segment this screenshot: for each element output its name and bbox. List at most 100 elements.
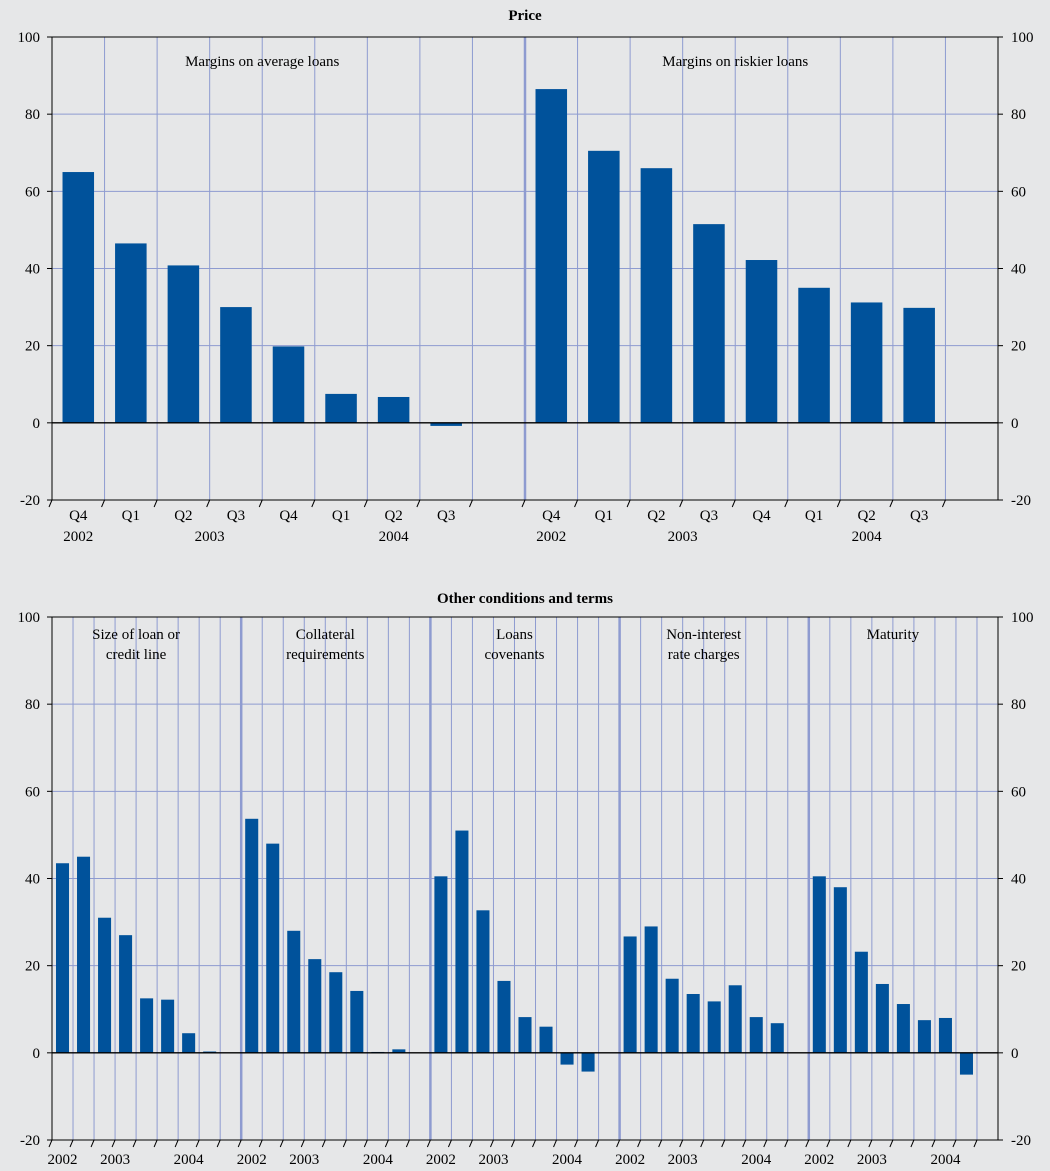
x-tick-mark [153, 499, 158, 508]
x-tick-mark [637, 1139, 642, 1148]
x-tick-mark [868, 1139, 873, 1148]
x-tick-mark [468, 499, 473, 508]
x-category-label: Q4 [279, 508, 298, 524]
panel-label: Loans [496, 627, 533, 643]
x-tick-mark [511, 1139, 515, 1148]
x-year-label: 2004 [552, 1152, 583, 1168]
x-year-label: 2004 [741, 1152, 772, 1168]
bar [644, 926, 658, 1053]
bar [161, 999, 175, 1053]
x-tick-mark [174, 1139, 179, 1148]
x-tick-mark [784, 499, 789, 508]
x-tick-mark [532, 1139, 536, 1148]
x-tick-mark [426, 1139, 431, 1148]
bar [140, 998, 154, 1053]
bar [392, 1049, 406, 1053]
x-tick-mark [132, 1139, 137, 1148]
panel-label: Size of loan or [92, 627, 180, 643]
x-tick-mark [742, 1139, 747, 1148]
x-year-label: 2002 [615, 1152, 645, 1168]
y-tick-label-right: -20 [1011, 1133, 1031, 1149]
x-category-label: Q4 [752, 508, 771, 524]
bar [875, 983, 889, 1053]
x-year-label: 2002 [536, 529, 566, 545]
x-category-label: Q2 [857, 508, 875, 524]
y-tick-label-left: 20 [25, 339, 40, 355]
x-tick-mark [416, 499, 421, 508]
x-tick-mark [279, 1139, 284, 1148]
bar [430, 422, 462, 426]
panel-label: Maturity [867, 627, 920, 643]
bar [581, 1052, 595, 1072]
x-category-label: Q4 [542, 508, 561, 524]
x-year-label: 2003 [668, 1152, 698, 1168]
x-tick-mark [363, 1139, 368, 1148]
x-tick-mark [889, 1139, 894, 1148]
x-year-label: 2002 [63, 529, 93, 545]
bar [203, 1051, 217, 1053]
x-tick-mark [111, 1139, 116, 1148]
bar [728, 985, 742, 1053]
y-tick-label-left: 80 [25, 697, 40, 713]
x-year-label: 2003 [289, 1152, 319, 1168]
bar [896, 1004, 910, 1053]
x-tick-mark [300, 1139, 305, 1148]
y-tick-label-right: 40 [1011, 262, 1026, 278]
x-category-label: Q2 [384, 508, 402, 524]
x-tick-mark [721, 1139, 726, 1148]
bar [245, 818, 259, 1053]
x-tick-mark [941, 499, 946, 508]
x-tick-mark [731, 499, 736, 508]
y-tick-label-right: 80 [1011, 697, 1026, 713]
bar [693, 224, 725, 423]
y-tick-label-right: 80 [1011, 107, 1026, 123]
bar [329, 972, 343, 1053]
x-year-label: 2002 [804, 1152, 834, 1168]
bar [98, 917, 112, 1053]
x-tick-mark [90, 1139, 95, 1148]
y-tick-label-right: 0 [1011, 416, 1019, 432]
bar [167, 265, 200, 423]
x-tick-mark [952, 1139, 957, 1148]
bar [665, 978, 679, 1053]
x-tick-mark [521, 499, 526, 508]
bar [798, 287, 830, 423]
bar [182, 1033, 196, 1053]
x-category-label: Q3 [700, 508, 718, 524]
y-tick-label-right: 100 [1011, 30, 1034, 46]
bar [749, 1017, 763, 1053]
x-year-label: 2002 [237, 1152, 267, 1168]
x-tick-mark [384, 1139, 389, 1148]
x-category-label: Q4 [69, 508, 88, 524]
x-category-label: Q1 [332, 508, 350, 524]
x-tick-mark [973, 1139, 978, 1148]
x-year-label: 2004 [852, 529, 883, 545]
x-category-label: Q2 [174, 508, 192, 524]
y-tick-label-left: 0 [33, 1046, 41, 1062]
bar [588, 150, 620, 423]
x-category-label: Q2 [647, 508, 665, 524]
y-tick-label-right: 40 [1011, 872, 1026, 888]
bar [903, 307, 935, 423]
x-year-label: 2003 [478, 1152, 508, 1168]
bar [686, 993, 700, 1053]
bar [377, 396, 410, 423]
bar [266, 843, 280, 1053]
bar [287, 930, 301, 1053]
bar [812, 876, 826, 1053]
x-tick-mark [490, 1139, 494, 1148]
x-tick-mark [626, 499, 631, 508]
x-year-label: 2004 [174, 1152, 205, 1168]
y-tick-label-left: 0 [33, 416, 41, 432]
bar [560, 1052, 574, 1065]
x-tick-mark [910, 1139, 915, 1148]
x-tick-mark [258, 499, 263, 508]
x-tick-mark [826, 1139, 831, 1148]
x-tick-mark [658, 1139, 663, 1148]
x-year-label: 2003 [100, 1152, 130, 1168]
y-tick-label-left: 100 [18, 30, 41, 46]
bar [770, 1023, 784, 1053]
x-tick-mark [206, 499, 211, 508]
y-tick-label-left: 20 [25, 959, 40, 975]
x-year-label: 2004 [930, 1152, 961, 1168]
